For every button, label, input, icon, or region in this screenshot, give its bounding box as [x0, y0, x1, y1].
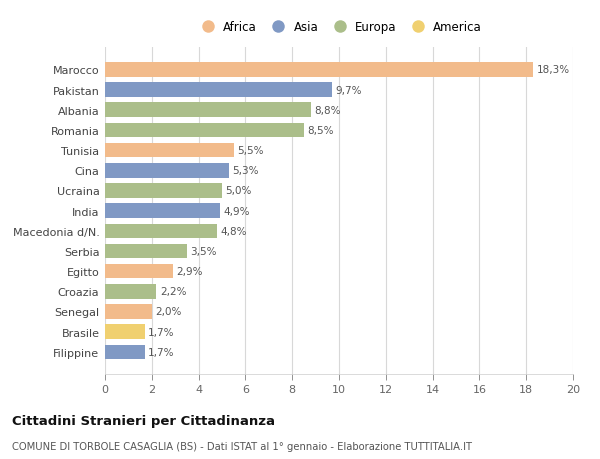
Text: 5,5%: 5,5%	[237, 146, 264, 156]
Bar	[105, 83, 332, 98]
Text: 9,7%: 9,7%	[335, 85, 362, 95]
Bar	[105, 325, 145, 339]
Text: 8,8%: 8,8%	[314, 106, 341, 116]
Bar	[105, 264, 173, 279]
Text: COMUNE DI TORBOLE CASAGLIA (BS) - Dati ISTAT al 1° gennaio - Elaborazione TUTTIT: COMUNE DI TORBOLE CASAGLIA (BS) - Dati I…	[12, 441, 472, 451]
Text: Cittadini Stranieri per Cittadinanza: Cittadini Stranieri per Cittadinanza	[12, 414, 275, 428]
Text: 8,5%: 8,5%	[307, 126, 334, 135]
Text: 4,9%: 4,9%	[223, 206, 250, 216]
Bar	[105, 184, 222, 198]
Text: 4,8%: 4,8%	[221, 226, 247, 236]
Bar	[105, 144, 234, 158]
Bar	[105, 304, 152, 319]
Text: 2,0%: 2,0%	[155, 307, 182, 317]
Bar	[105, 103, 311, 118]
Text: 3,5%: 3,5%	[190, 246, 217, 257]
Bar	[105, 345, 145, 359]
Bar	[105, 204, 220, 218]
Text: 5,3%: 5,3%	[233, 166, 259, 176]
Bar	[105, 285, 157, 299]
Text: 1,7%: 1,7%	[148, 347, 175, 357]
Text: 2,2%: 2,2%	[160, 287, 187, 297]
Bar	[105, 123, 304, 138]
Text: 2,9%: 2,9%	[176, 267, 203, 276]
Text: 18,3%: 18,3%	[537, 65, 570, 75]
Bar	[105, 224, 217, 239]
Legend: Africa, Asia, Europa, America: Africa, Asia, Europa, America	[194, 18, 484, 36]
Text: 5,0%: 5,0%	[226, 186, 252, 196]
Text: 1,7%: 1,7%	[148, 327, 175, 337]
Bar	[105, 164, 229, 178]
Bar	[105, 63, 533, 78]
Bar	[105, 244, 187, 258]
